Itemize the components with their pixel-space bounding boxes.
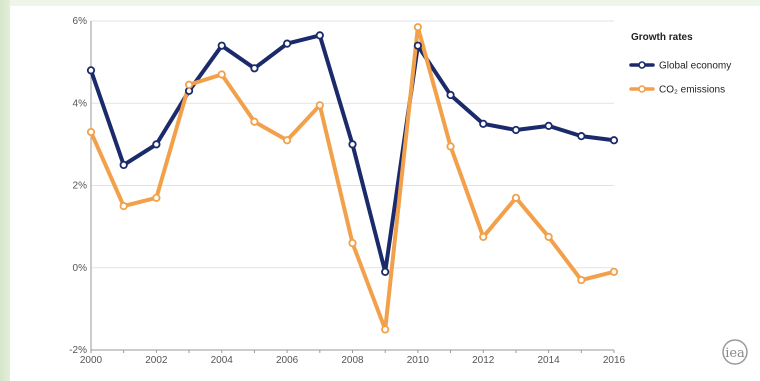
- x-tick-label: 2010: [407, 355, 430, 366]
- data-point: [545, 234, 551, 240]
- data-point: [578, 133, 584, 139]
- data-point: [153, 195, 159, 201]
- x-axis-ticks: 2000 2002 2004 2006 2008 2010 2012 2014 2016: [80, 350, 626, 366]
- x-tick-label: 2006: [276, 355, 299, 366]
- data-point: [349, 240, 355, 246]
- x-tick-label: 2012: [472, 355, 495, 366]
- data-point: [447, 92, 453, 98]
- data-point: [611, 269, 617, 275]
- data-point: [415, 24, 421, 30]
- iea-logo: iea: [723, 340, 747, 364]
- legend-title: Growth rates: [631, 32, 693, 43]
- data-point: [480, 234, 486, 240]
- y-tick-label: 0%: [73, 263, 88, 274]
- data-point: [545, 123, 551, 129]
- data-point: [349, 141, 355, 147]
- data-point: [317, 32, 323, 38]
- x-tick-label: 2016: [603, 355, 626, 366]
- data-point: [153, 141, 159, 147]
- x-tick-label: 2000: [80, 355, 103, 366]
- y-tick-label: 2%: [73, 181, 88, 192]
- data-point: [513, 195, 519, 201]
- data-point: [186, 82, 192, 88]
- data-point: [513, 127, 519, 133]
- data-point: [382, 326, 388, 332]
- x-tick-label: 2008: [341, 355, 364, 366]
- legend: Growth rates Global economy CO₂ emissions: [631, 32, 731, 96]
- x-tick-label: 2002: [145, 355, 168, 366]
- data-point: [447, 143, 453, 149]
- y-axis-ticks: 6%4%2%0%-2%: [69, 16, 87, 356]
- data-point: [88, 129, 94, 135]
- data-point: [120, 203, 126, 209]
- data-point: [611, 137, 617, 143]
- data-point: [415, 42, 421, 48]
- data-point: [251, 119, 257, 125]
- y-tick-label: 6%: [73, 16, 88, 27]
- legend-swatch-marker: [639, 62, 645, 68]
- x-tick-label: 2004: [211, 355, 234, 366]
- data-point: [219, 71, 225, 77]
- data-point: [480, 121, 486, 127]
- x-tick-label: 2014: [538, 355, 561, 366]
- series-layer: [88, 24, 617, 333]
- series-line: [91, 27, 614, 329]
- data-point: [317, 102, 323, 108]
- legend-label: CO₂ emissions: [659, 85, 725, 96]
- data-point: [284, 137, 290, 143]
- data-point: [219, 42, 225, 48]
- legend-swatch-marker: [639, 86, 645, 92]
- data-point: [120, 162, 126, 168]
- data-point: [578, 277, 584, 283]
- data-point: [88, 67, 94, 73]
- data-point: [251, 65, 257, 71]
- legend-label: Global economy: [659, 61, 731, 72]
- logo-text: iea: [725, 346, 745, 361]
- data-point: [284, 40, 290, 46]
- y-tick-label: 4%: [73, 98, 88, 109]
- data-point: [382, 269, 388, 275]
